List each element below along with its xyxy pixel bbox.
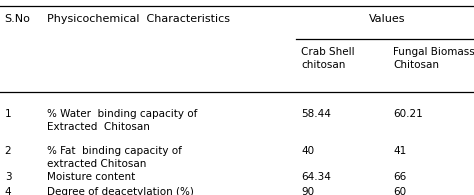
Text: Degree of deacetylation (%): Degree of deacetylation (%): [47, 187, 194, 195]
Text: 60: 60: [393, 187, 407, 195]
Text: 2: 2: [5, 146, 11, 156]
Text: 4: 4: [5, 187, 11, 195]
Text: Fungal Biomass
Chitosan: Fungal Biomass Chitosan: [393, 47, 474, 70]
Text: Crab Shell
chitosan: Crab Shell chitosan: [301, 47, 355, 70]
Text: Values: Values: [369, 14, 406, 25]
Text: 64.34: 64.34: [301, 172, 331, 182]
Text: Physicochemical  Characteristics: Physicochemical Characteristics: [47, 14, 230, 25]
Text: 41: 41: [393, 146, 407, 156]
Text: 60.21: 60.21: [393, 109, 423, 119]
Text: 58.44: 58.44: [301, 109, 331, 119]
Text: 3: 3: [5, 172, 11, 182]
Text: S.No: S.No: [5, 14, 31, 25]
Text: % Water  binding capacity of
Extracted  Chitosan: % Water binding capacity of Extracted Ch…: [47, 109, 198, 132]
Text: % Fat  binding capacity of
extracted Chitosan: % Fat binding capacity of extracted Chit…: [47, 146, 182, 169]
Text: Moisture content: Moisture content: [47, 172, 136, 182]
Text: 66: 66: [393, 172, 407, 182]
Text: 40: 40: [301, 146, 314, 156]
Text: 1: 1: [5, 109, 11, 119]
Text: 90: 90: [301, 187, 314, 195]
